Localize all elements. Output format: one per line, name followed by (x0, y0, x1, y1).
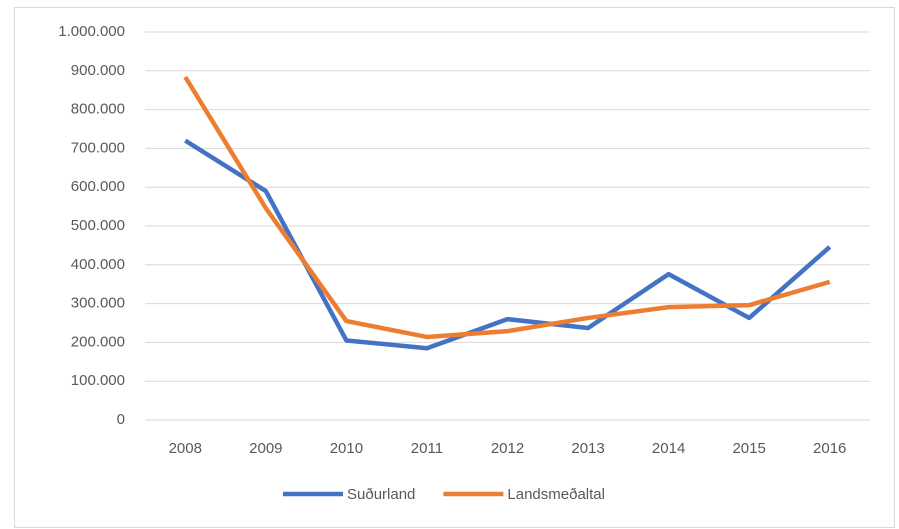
y-tick-label: 400.000 (71, 256, 125, 273)
y-tick-label: 1.000.000 (58, 23, 125, 40)
legend-label: Landsmeðaltal (507, 486, 605, 503)
x-tick-label: 2013 (571, 440, 604, 457)
x-tick-label: 2012 (491, 440, 524, 457)
series-line (183, 75, 831, 340)
y-tick-label: 600.000 (71, 178, 125, 195)
x-tick-label: 2010 (330, 440, 363, 457)
x-tick-label: 2015 (732, 440, 765, 457)
chart-frame (14, 7, 895, 528)
legend-label: Suðurland (347, 486, 415, 503)
x-tick-label: 2016 (813, 440, 846, 457)
y-tick-label: 0 (117, 411, 125, 428)
y-tick-label: 700.000 (71, 139, 125, 156)
y-tick-label: 200.000 (71, 333, 125, 350)
x-tick-label: 2009 (249, 440, 282, 457)
x-tick-label: 2008 (169, 440, 202, 457)
y-tick-label: 300.000 (71, 295, 125, 312)
series-line (184, 138, 832, 351)
y-tick-label: 900.000 (71, 62, 125, 79)
y-tick-label: 500.000 (71, 217, 125, 234)
x-tick-label: 2014 (652, 440, 685, 457)
y-tick-label: 800.000 (71, 101, 125, 118)
x-tick-label: 2011 (411, 440, 443, 457)
y-tick-label: 100.000 (71, 372, 125, 389)
